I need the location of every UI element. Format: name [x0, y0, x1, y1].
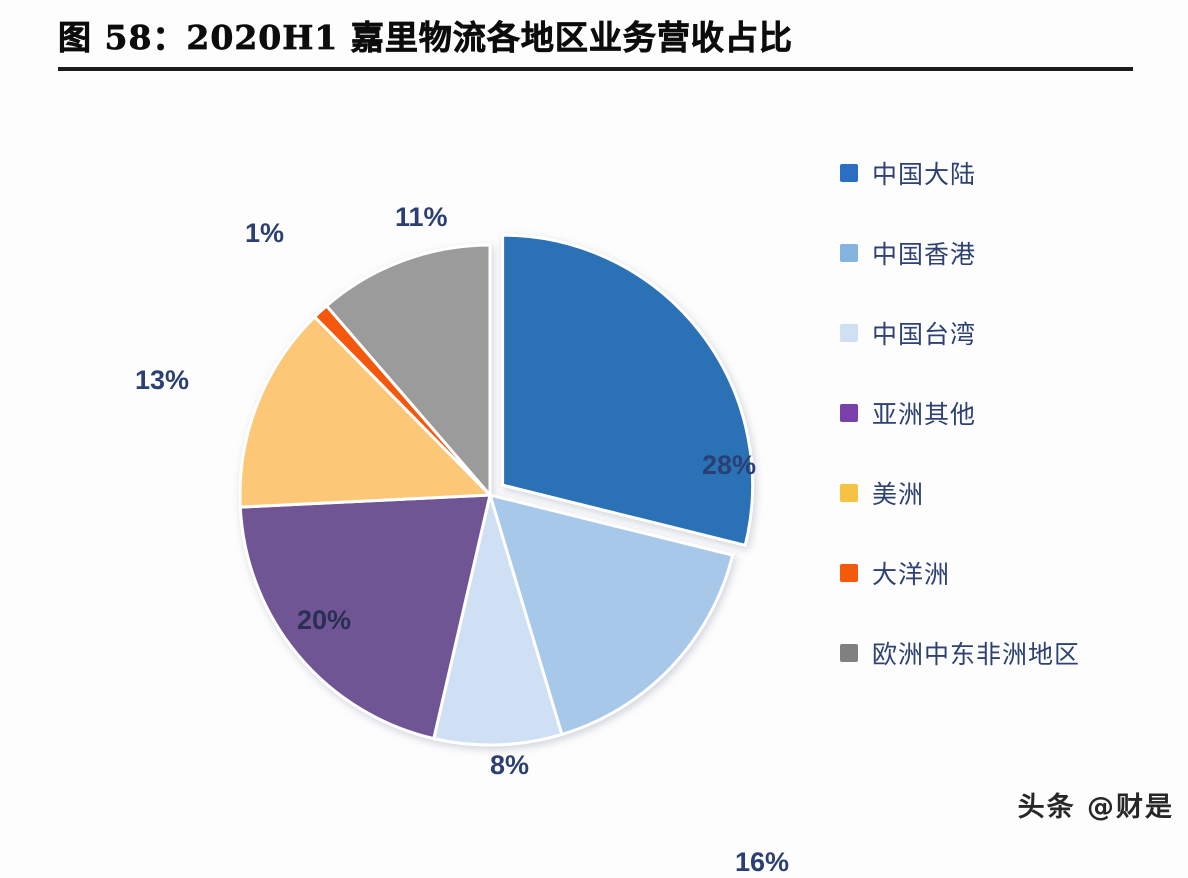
pct-label-taiwan: 8% — [490, 750, 530, 780]
legend-swatch-icon — [840, 484, 858, 502]
legend-label: 欧洲中东非洲地区 — [872, 640, 1081, 669]
pie-slice[interactable] — [432, 489, 564, 747]
legend-swatch-icon — [840, 244, 858, 262]
pie-slice[interactable] — [324, 243, 492, 500]
title-divider — [58, 67, 1133, 71]
page-title: 图 58：2020H1 嘉里物流各地区业务营收占比 — [58, 18, 793, 58]
legend-item-americas[interactable]: 美洲 — [840, 478, 1170, 511]
pie-chart: 28% 16% 8% 20% 13% 1% 11% — [135, 175, 830, 877]
pct-label-hong-kong: 16% — [735, 847, 790, 877]
legend-item-asia-other[interactable]: 亚洲其他 — [840, 398, 1170, 431]
legend-item-oceania[interactable]: 大洋洲 — [840, 558, 1170, 591]
legend-label: 中国大陆 — [872, 160, 977, 189]
pct-label-oceania: 1% — [245, 218, 285, 248]
legend-item-emea[interactable]: 欧洲中东非洲地区 — [840, 638, 1170, 671]
legend-item-taiwan[interactable]: 中国台湾 — [840, 318, 1170, 351]
legend-item-hong-kong[interactable]: 中国香港 — [840, 238, 1170, 271]
legend: 中国大陆 中国香港 中国台湾 亚洲其他 美洲 大洋洲 欧洲中东非洲地区 — [840, 158, 1170, 718]
legend-swatch-icon — [840, 324, 858, 342]
legend-label: 大洋洲 — [872, 560, 951, 589]
legend-swatch-icon — [840, 644, 858, 662]
pct-label-americas: 13% — [135, 365, 190, 395]
legend-swatch-icon — [840, 564, 858, 582]
pie-slice[interactable] — [238, 493, 492, 741]
pie-slice[interactable] — [487, 492, 735, 737]
legend-label: 亚洲其他 — [872, 400, 977, 429]
legend-label: 中国台湾 — [872, 320, 977, 349]
legend-swatch-icon — [840, 404, 858, 422]
legend-swatch-icon — [840, 164, 858, 182]
pie-slice[interactable] — [501, 233, 755, 548]
watermark: 头条 @财是 — [1017, 792, 1174, 823]
pct-label-asia-other: 20% — [297, 605, 352, 635]
title-block: 图 58：2020H1 嘉里物流各地区业务营收占比 — [58, 16, 1133, 71]
pct-label-china-mainland: 28% — [702, 450, 757, 480]
legend-label: 美洲 — [872, 480, 925, 509]
pie-svg — [238, 233, 755, 747]
legend-item-china-mainland[interactable]: 中国大陆 — [840, 158, 1170, 191]
pct-label-emea: 11% — [395, 202, 448, 232]
legend-label: 中国香港 — [872, 240, 977, 269]
pie-slice[interactable] — [238, 314, 494, 509]
pie-slices — [238, 233, 755, 747]
